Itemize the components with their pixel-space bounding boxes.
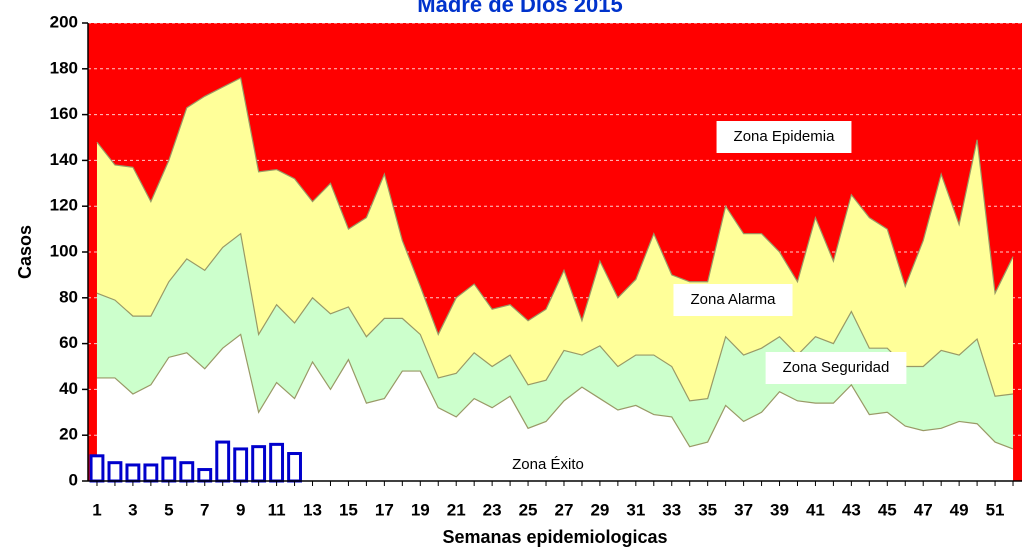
bar <box>107 461 123 483</box>
x-tick-label: 35 <box>698 500 717 519</box>
bar <box>287 452 302 483</box>
y-tick-label: 0 <box>69 470 78 489</box>
bar <box>161 456 177 483</box>
x-tick-label: 49 <box>950 500 969 519</box>
x-tick-label: 37 <box>734 500 753 519</box>
bar <box>251 445 267 483</box>
x-tick-label: 27 <box>555 500 574 519</box>
annotation: Zona Alarma <box>690 291 776 308</box>
y-tick-label: 180 <box>50 58 78 77</box>
area-line <box>96 77 1014 336</box>
area-line <box>96 232 1014 402</box>
area-line <box>96 333 1014 450</box>
annotation: Zona Epidemia <box>734 128 836 145</box>
x-tick-label: 51 <box>986 500 1005 519</box>
chart-title: Madre de Dios 2015 <box>417 0 622 17</box>
annotation-box <box>673 284 793 316</box>
x-tick-label: 25 <box>519 500 538 519</box>
bar <box>233 447 249 483</box>
x-axis-label: Semanas epidemiologicas <box>442 527 667 547</box>
y-tick-label: 40 <box>59 379 78 398</box>
annotation-box <box>716 121 852 153</box>
y-axis-label: Casos <box>15 225 35 279</box>
annotation: Zona Seguridad <box>783 359 890 376</box>
x-tick-label: 11 <box>268 500 286 519</box>
x-tick-label: 9 <box>236 500 245 519</box>
x-tick-label: 23 <box>483 500 502 519</box>
x-tick-label: 33 <box>662 500 681 519</box>
y-tick-label: 160 <box>50 104 78 123</box>
y-tick-label: 140 <box>50 150 78 169</box>
bar <box>269 442 285 483</box>
annotation: Zona Éxito <box>512 456 584 473</box>
x-tick-label: 41 <box>806 500 825 519</box>
annotation-box <box>765 352 907 384</box>
bar <box>179 461 195 483</box>
x-tick-label: 47 <box>914 500 933 519</box>
bar <box>125 463 141 483</box>
x-tick-label: 15 <box>339 500 358 519</box>
y-tick-label: 120 <box>50 196 78 215</box>
x-tick-label: 13 <box>303 500 322 519</box>
x-tick-label: 19 <box>411 500 430 519</box>
y-tick-label: 20 <box>59 425 78 444</box>
x-tick-label: 29 <box>590 500 609 519</box>
bar <box>143 463 159 483</box>
x-tick-label: 31 <box>626 500 645 519</box>
x-tick-label: 43 <box>842 500 861 519</box>
x-tick-label: 3 <box>128 500 137 519</box>
y-tick-label: 80 <box>59 287 78 306</box>
x-tick-label: 1 <box>92 500 101 519</box>
y-tick-label: 100 <box>50 241 78 260</box>
x-tick-label: 5 <box>164 500 173 519</box>
x-tick-label: 17 <box>375 500 394 519</box>
x-tick-label: 21 <box>447 500 466 519</box>
bar <box>197 468 213 483</box>
y-tick-label: 60 <box>59 333 78 352</box>
bar <box>89 454 105 483</box>
x-tick-label: 7 <box>200 500 209 519</box>
x-tick-label: 39 <box>770 500 789 519</box>
y-tick-label: 200 <box>50 12 78 31</box>
area-fill <box>96 334 1014 481</box>
bar <box>215 440 231 483</box>
x-tick-label: 45 <box>878 500 897 519</box>
